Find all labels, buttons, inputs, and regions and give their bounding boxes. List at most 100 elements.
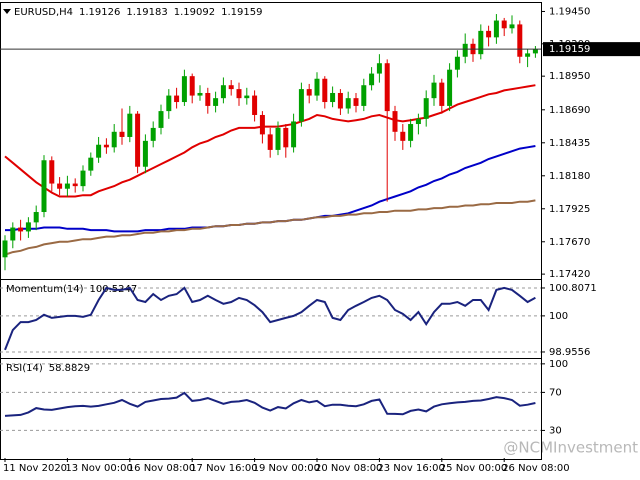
candle-body — [49, 160, 55, 184]
candle-body — [142, 140, 148, 167]
candle-body — [330, 92, 336, 103]
candle-body — [408, 124, 414, 141]
candle-body — [166, 95, 172, 112]
candle-body — [415, 118, 421, 125]
candle-body — [197, 92, 203, 96]
y-tick-label: 98.9556 — [549, 347, 590, 358]
candle-body — [150, 127, 156, 141]
candle-body — [431, 82, 437, 99]
candle-body — [423, 98, 429, 119]
candle-body — [376, 63, 382, 74]
y-tick-label: 100.8071 — [549, 283, 597, 294]
y-tick-label: 30 — [549, 425, 562, 436]
candle-body — [10, 227, 16, 241]
x-tick-label: 26 Nov 08:00 — [502, 463, 569, 474]
candle-body — [275, 127, 281, 150]
candle-body — [103, 144, 109, 148]
candle-body — [41, 160, 47, 213]
indicator-line — [4, 286, 536, 351]
candle-body — [33, 212, 39, 223]
candle-body — [454, 56, 460, 70]
y-tick-label: 1.18690 — [549, 105, 590, 116]
x-tick-label: 16 Nov 08:00 — [128, 463, 195, 474]
candle-body — [88, 157, 94, 171]
candle-body — [486, 30, 492, 38]
watermark: @NCMInvestment — [503, 439, 638, 457]
candle-body — [478, 30, 484, 55]
y-tick-label: 70 — [549, 387, 562, 398]
candle-body — [119, 131, 125, 137]
candle-body — [283, 127, 289, 148]
candle-body — [314, 78, 320, 96]
candle-body — [72, 183, 78, 187]
x-tick-label: 11 Nov 2020 — [3, 463, 67, 474]
current-price-box — [543, 42, 640, 57]
candle-body — [18, 227, 24, 232]
x-tick-label: 23 Nov 16:00 — [377, 463, 444, 474]
indicator-name: Momentum(14) — [6, 284, 84, 295]
candle-body — [509, 24, 515, 29]
panel-frame — [0, 358, 542, 460]
header-close: 1.19159 — [221, 7, 262, 18]
candle-body — [2, 240, 8, 258]
y-tick-label: 1.18435 — [549, 138, 590, 149]
candle-body — [64, 183, 70, 189]
candle-body — [189, 76, 195, 96]
candle-body — [135, 113, 141, 167]
indicator-line — [4, 391, 536, 417]
candle-body — [322, 78, 328, 103]
candle-body — [384, 63, 390, 112]
candle-body — [447, 69, 453, 106]
y-tick-label: 1.17925 — [549, 204, 590, 215]
candle-body — [306, 89, 312, 96]
candle-body — [291, 121, 297, 148]
candle-body — [252, 95, 258, 115]
candle-body — [462, 43, 468, 57]
candle-body — [220, 85, 226, 99]
candle-body — [361, 85, 367, 106]
header-low: 1.19092 — [174, 7, 215, 18]
candle-body — [501, 20, 507, 29]
candle-body — [236, 89, 242, 99]
moving-average — [4, 199, 536, 256]
candle-body — [525, 53, 531, 57]
x-tick-label: 19 Nov 00:00 — [253, 463, 320, 474]
candle-body — [127, 113, 133, 137]
candle-body — [244, 95, 250, 99]
y-tick-label: 100 — [549, 311, 568, 322]
y-tick-label: 1.17670 — [549, 237, 590, 248]
candle-body — [158, 111, 164, 128]
candle-body — [205, 92, 211, 106]
candle-body — [267, 134, 273, 150]
indicator-name: RSI(14) — [6, 363, 43, 374]
header-open: 1.19126 — [79, 7, 120, 18]
candle-body — [517, 24, 523, 57]
x-tick-label: 25 Nov 00:00 — [440, 463, 507, 474]
candle-body — [353, 98, 359, 106]
candle-body — [532, 49, 538, 54]
y-tick-label: 1.18950 — [549, 71, 590, 82]
candle-body — [213, 98, 219, 106]
panel-title: EURUSD,H4 1.19126 1.19183 1.19092 1.19159 — [14, 7, 262, 18]
indicator-name: EURUSD,H4 — [14, 7, 73, 18]
moving-average — [4, 84, 536, 198]
candle-body — [400, 131, 406, 141]
candle-body — [57, 183, 63, 189]
candle-body — [337, 92, 343, 109]
current-price-label: 1.19159 — [549, 44, 590, 55]
candle-body — [174, 95, 180, 103]
candle-body — [392, 111, 398, 132]
panel-title: RSI(14) 58.8829 — [6, 363, 90, 374]
x-tick-label: 13 Nov 00:00 — [65, 463, 132, 474]
candle-body — [181, 76, 187, 103]
header-high: 1.19183 — [126, 7, 167, 18]
y-tick-label: 1.18180 — [549, 171, 590, 182]
candle-body — [493, 20, 499, 38]
candle-body — [345, 98, 351, 109]
x-tick-label: 17 Nov 16:00 — [190, 463, 257, 474]
candle-body — [298, 89, 304, 122]
candle-body — [369, 73, 375, 86]
y-tick-label: 1.19450 — [549, 6, 590, 17]
